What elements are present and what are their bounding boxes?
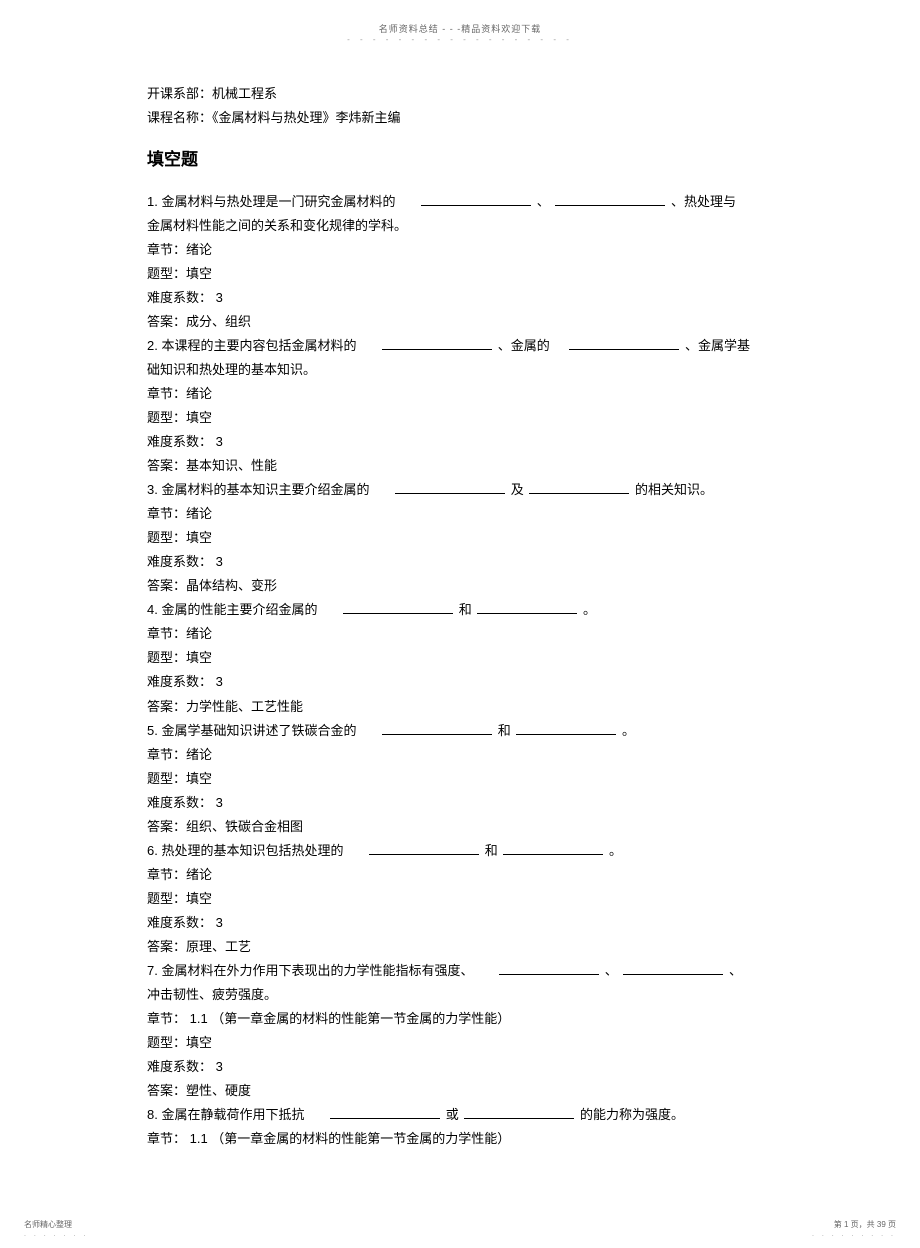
question-number: 3.: [147, 482, 158, 497]
question-text: 金属材料的基本知识主要介绍金属的: [161, 482, 369, 497]
separator: 、: [605, 963, 618, 978]
question-line2: 础知识和热处理的基本知识。: [147, 358, 790, 382]
separator: 及: [511, 482, 524, 497]
answer-line: 答案：力学性能、工艺性能: [147, 695, 790, 719]
question-text: 金属在静载荷作用下抵抗: [161, 1107, 304, 1122]
question-number: 7.: [147, 963, 158, 978]
question-text-after: 的能力称为强度。: [580, 1107, 684, 1122]
answer-line: 答案：晶体结构、变形: [147, 574, 790, 598]
type-line: 题型：填空: [147, 406, 790, 430]
question-line2: 冲击韧性、疲劳强度。: [147, 983, 790, 1007]
chapter-line: 章节：绪论: [147, 743, 790, 767]
difficulty-line: 难度系数： 3: [147, 550, 790, 574]
question-text-after: 、热处理与: [671, 194, 736, 209]
question-text: 金属材料在外力作用下表现出的力学性能指标有强度、: [161, 963, 473, 978]
footer-right: 第 1 页，共 39 页: [834, 1219, 896, 1230]
footer-left: 名师精心整理: [24, 1219, 72, 1230]
fill-blank: [330, 1106, 440, 1119]
question-line: 1. 金属材料与热处理是一门研究金属材料的 、 、热处理与: [147, 190, 790, 214]
answer-line: 答案：塑性、硬度: [147, 1079, 790, 1103]
question-number: 8.: [147, 1107, 158, 1122]
chapter-line: 章节：绪论: [147, 622, 790, 646]
question-number: 2.: [147, 338, 158, 353]
question-line2: 金属材料性能之间的关系和变化规律的学科。: [147, 214, 790, 238]
course-line: 课程名称：《金属材料与热处理》李炜新主编: [147, 106, 790, 130]
section-title: 填空题: [147, 144, 790, 175]
question-line: 7. 金属材料在外力作用下表现出的力学性能指标有强度、 、 、: [147, 959, 790, 983]
separator: 和: [459, 602, 472, 617]
fill-blank: [516, 722, 616, 735]
type-line: 题型：填空: [147, 1031, 790, 1055]
question-text-after: 。: [609, 843, 622, 858]
question-line: 5. 金属学基础知识讲述了铁碳合金的 和 。: [147, 719, 790, 743]
footer-dots-right: . . . . . . . . .: [812, 1231, 896, 1238]
answer-line: 答案：成分、组织: [147, 310, 790, 334]
document-content: 开课系部：机械工程系 课程名称：《金属材料与热处理》李炜新主编 填空题 1. 金…: [147, 82, 790, 1151]
fill-blank: [569, 337, 679, 350]
separator: 和: [498, 723, 511, 738]
department-line: 开课系部：机械工程系: [147, 82, 790, 106]
separator: 、金属的: [498, 338, 550, 353]
question-line: 4. 金属的性能主要介绍金属的 和 。: [147, 598, 790, 622]
type-line: 题型：填空: [147, 887, 790, 911]
question-line: 3. 金属材料的基本知识主要介绍金属的 及 的相关知识。: [147, 478, 790, 502]
fill-blank: [343, 601, 453, 614]
difficulty-line: 难度系数： 3: [147, 791, 790, 815]
type-line: 题型：填空: [147, 767, 790, 791]
difficulty-line: 难度系数： 3: [147, 286, 790, 310]
question-text: 金属材料与热处理是一门研究金属材料的: [161, 194, 395, 209]
footer-dots-left: . . . . . . .: [24, 1231, 88, 1238]
answer-line: 答案：基本知识、性能: [147, 454, 790, 478]
fill-blank: [382, 722, 492, 735]
difficulty-line: 难度系数： 3: [147, 670, 790, 694]
fill-blank: [395, 481, 505, 494]
fill-blank: [529, 481, 629, 494]
answer-line: 答案：组织、铁碳合金相图: [147, 815, 790, 839]
fill-blank: [421, 193, 531, 206]
fill-blank: [477, 601, 577, 614]
question-text: 金属的性能主要介绍金属的: [161, 602, 317, 617]
difficulty-line: 难度系数： 3: [147, 430, 790, 454]
fill-blank: [555, 193, 665, 206]
question-number: 5.: [147, 723, 158, 738]
chapter-line: 章节：绪论: [147, 863, 790, 887]
difficulty-line: 难度系数： 3: [147, 911, 790, 935]
chapter-line: 章节：绪论: [147, 382, 790, 406]
fill-blank: [369, 842, 479, 855]
question-text: 金属学基础知识讲述了铁碳合金的: [161, 723, 356, 738]
question-line: 6. 热处理的基本知识包括热处理的 和 。: [147, 839, 790, 863]
question-text-after: 、: [729, 963, 742, 978]
question-text-after: 、金属学基: [685, 338, 750, 353]
question-number: 1.: [147, 194, 158, 209]
page-header-dots: - - - - - - - - - - - - - - - - - -: [347, 35, 573, 44]
question-text-after: 。: [622, 723, 635, 738]
type-line: 题型：填空: [147, 526, 790, 550]
page-header: 名师资料总结 - - -精品资料欢迎下载: [379, 22, 542, 35]
question-line: 8. 金属在静载荷作用下抵抗 或 的能力称为强度。: [147, 1103, 790, 1127]
question-number: 6.: [147, 843, 158, 858]
fill-blank: [623, 962, 723, 975]
question-text: 热处理的基本知识包括热处理的: [161, 843, 343, 858]
fill-blank: [464, 1106, 574, 1119]
answer-line: 答案：原理、工艺: [147, 935, 790, 959]
question-text-after: 。: [583, 602, 596, 617]
fill-blank: [382, 337, 492, 350]
fill-blank: [499, 962, 599, 975]
question-number: 4.: [147, 602, 158, 617]
question-line: 2. 本课程的主要内容包括金属材料的 、金属的 、金属学基: [147, 334, 790, 358]
separator: 和: [485, 843, 498, 858]
type-line: 题型：填空: [147, 646, 790, 670]
chapter-line: 章节： 1.1 （第一章金属的材料的性能第一节金属的力学性能）: [147, 1127, 790, 1151]
question-text: 本课程的主要内容包括金属材料的: [161, 338, 356, 353]
separator: 、: [537, 194, 550, 209]
chapter-line: 章节： 1.1 （第一章金属的材料的性能第一节金属的力学性能）: [147, 1007, 790, 1031]
type-line: 题型：填空: [147, 262, 790, 286]
fill-blank: [503, 842, 603, 855]
chapter-line: 章节：绪论: [147, 238, 790, 262]
chapter-line: 章节：绪论: [147, 502, 790, 526]
difficulty-line: 难度系数： 3: [147, 1055, 790, 1079]
separator: 或: [446, 1107, 459, 1122]
question-text-after: 的相关知识。: [635, 482, 713, 497]
